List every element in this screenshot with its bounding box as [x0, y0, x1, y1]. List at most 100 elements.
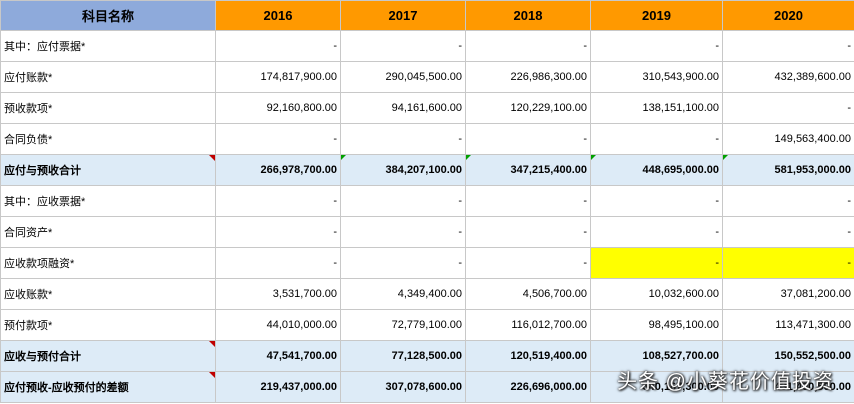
total-row: 应收与预付合计 47,541,700.00 77,128,500.00 120,… — [0, 340, 854, 372]
header-year-2020[interactable]: 2020 — [722, 0, 854, 31]
value-cell[interactable]: 307,078,600.00 — [340, 371, 466, 403]
value-cell[interactable]: - — [340, 30, 466, 62]
value-cell[interactable]: - — [340, 185, 466, 217]
header-year-2017[interactable]: 2017 — [340, 0, 466, 31]
value-cell[interactable]: - — [590, 185, 723, 217]
row-label-cell[interactable]: 应付账款* — [0, 61, 216, 93]
value-cell[interactable]: 108,527,700.00 — [590, 340, 723, 372]
error-indicator-icon[interactable] — [466, 155, 471, 160]
row-label-cell[interactable]: 其中：应收票据* — [0, 185, 216, 217]
value-cell[interactable]: - — [215, 216, 341, 248]
value-cell[interactable]: 98,495,100.00 — [590, 309, 723, 341]
comment-marker-icon[interactable] — [209, 155, 215, 161]
value-cell[interactable]: 3,531,700.00 — [215, 278, 341, 310]
value-cell[interactable]: - — [722, 216, 854, 248]
value-cell[interactable]: 226,986,300.00 — [465, 61, 591, 93]
value-cell[interactable]: - — [590, 123, 723, 155]
value-cell[interactable]: - — [722, 30, 854, 62]
value-cell[interactable]: 266,978,700.00 — [215, 154, 341, 186]
header-year-2016[interactable]: 2016 — [215, 0, 341, 31]
row-label-cell[interactable]: 其中：应付票据* — [0, 30, 216, 62]
total-row: 应付预收-应收预付的差额 219,437,000.00 307,078,600.… — [0, 371, 854, 403]
value-text: 384,207,100.00 — [385, 164, 462, 176]
row-label-cell[interactable]: 应收账款* — [0, 278, 216, 310]
value-cell[interactable]: - — [215, 123, 341, 155]
value-cell[interactable]: 77,128,500.00 — [340, 340, 466, 372]
value-cell[interactable]: - — [340, 247, 466, 279]
value-cell[interactable]: 347,215,400.00 — [465, 154, 591, 186]
value-cell[interactable]: - — [215, 185, 341, 217]
value-cell[interactable]: - — [465, 185, 591, 217]
error-indicator-icon[interactable] — [341, 155, 346, 160]
value-cell[interactable]: 340,167,300.00 — [590, 371, 723, 403]
value-cell[interactable]: 310,543,900.00 — [590, 61, 723, 93]
value-cell[interactable]: 10,032,600.00 — [590, 278, 723, 310]
table-row: 其中：应付票据* - - - - - — [0, 30, 854, 62]
row-label-cell[interactable]: 预收款项* — [0, 92, 216, 124]
value-cell[interactable]: - — [340, 216, 466, 248]
table-row: 合同负债* - - - - 149,563,400.00 — [0, 123, 854, 155]
value-cell[interactable]: - — [465, 30, 591, 62]
value-cell[interactable]: 290,045,500.00 — [340, 61, 466, 93]
header-year-2018[interactable]: 2018 — [465, 0, 591, 31]
row-label-cell[interactable]: 预付款项* — [0, 309, 216, 341]
table-row: 应付账款* 174,817,900.00 290,045,500.00 226,… — [0, 61, 854, 93]
value-cell[interactable]: - — [590, 30, 723, 62]
value-cell[interactable]: 44,010,000.00 — [215, 309, 341, 341]
value-cell[interactable]: 384,207,100.00 — [340, 154, 466, 186]
highlighted-value-cell[interactable]: - — [722, 247, 854, 279]
value-cell[interactable]: 138,151,100.00 — [590, 92, 723, 124]
value-cell[interactable]: 120,229,100.00 — [465, 92, 591, 124]
row-label-cell[interactable]: 应收款项融资* — [0, 247, 216, 279]
table-row: 应收款项融资* - - - - - — [0, 247, 854, 279]
value-cell[interactable]: - — [215, 30, 341, 62]
value-cell[interactable]: 72,779,100.00 — [340, 309, 466, 341]
value-cell[interactable]: 47,541,700.00 — [215, 340, 341, 372]
row-label-cell[interactable]: 应收与预付合计 — [0, 340, 216, 372]
value-cell[interactable]: 448,695,000.00 — [590, 154, 723, 186]
value-cell[interactable]: 113,471,300.00 — [722, 309, 854, 341]
comment-marker-icon[interactable] — [209, 341, 215, 347]
highlighted-value-cell[interactable]: - — [590, 247, 723, 279]
error-indicator-icon[interactable] — [591, 155, 596, 160]
value-cell[interactable]: 4,506,700.00 — [465, 278, 591, 310]
row-label-cell[interactable]: 合同资产* — [0, 216, 216, 248]
row-label-text: 应收与预付合计 — [4, 351, 81, 363]
row-label-text: 应付与预收合计 — [4, 165, 81, 177]
value-cell[interactable]: - — [722, 92, 854, 124]
value-cell[interactable]: 149,563,400.00 — [722, 123, 854, 155]
table-row: 其中：应收票据* - - - - - — [0, 185, 854, 217]
header-label-cell[interactable]: 科目名称 — [0, 0, 216, 31]
value-cell[interactable]: - — [215, 247, 341, 279]
value-cell[interactable]: - — [722, 185, 854, 217]
value-cell[interactable]: 4,349,400.00 — [340, 278, 466, 310]
value-cell[interactable]: 174,817,900.00 — [215, 61, 341, 93]
value-text: 347,215,400.00 — [510, 164, 587, 176]
error-indicator-icon[interactable] — [723, 155, 728, 160]
row-label-cell[interactable]: 应付与预收合计 — [0, 154, 216, 186]
header-year-2019[interactable]: 2019 — [590, 0, 723, 31]
value-cell[interactable]: - — [465, 123, 591, 155]
value-cell[interactable]: 226,696,000.00 — [465, 371, 591, 403]
value-cell[interactable]: 94,161,600.00 — [340, 92, 466, 124]
value-cell[interactable]: 116,012,700.00 — [465, 309, 591, 341]
row-label-cell[interactable]: 合同负债* — [0, 123, 216, 155]
value-cell[interactable]: - — [465, 247, 591, 279]
value-cell[interactable]: 92,160,800.00 — [215, 92, 341, 124]
value-cell[interactable]: 219,437,000.00 — [215, 371, 341, 403]
table-row: 应收账款* 3,531,700.00 4,349,400.00 4,506,70… — [0, 278, 854, 310]
value-cell[interactable]: 150,552,500.00 — [722, 340, 854, 372]
table-row: 合同资产* - - - - - — [0, 216, 854, 248]
row-label-cell[interactable]: 应付预收-应收预付的差额 — [0, 371, 216, 403]
value-cell[interactable]: 432,389,600.00 — [722, 61, 854, 93]
value-cell[interactable]: 120,519,400.00 — [465, 340, 591, 372]
row-label-text: 应付预收-应收预付的差额 — [4, 382, 129, 394]
value-cell[interactable]: - — [340, 123, 466, 155]
value-cell[interactable]: - — [465, 216, 591, 248]
comment-marker-icon[interactable] — [209, 372, 215, 378]
value-cell[interactable]: 37,081,200.00 — [722, 278, 854, 310]
value-cell[interactable]: - — [590, 216, 723, 248]
value-cell[interactable]: 581,953,000.00 — [722, 154, 854, 186]
table-row: 预收款项* 92,160,800.00 94,161,600.00 120,22… — [0, 92, 854, 124]
